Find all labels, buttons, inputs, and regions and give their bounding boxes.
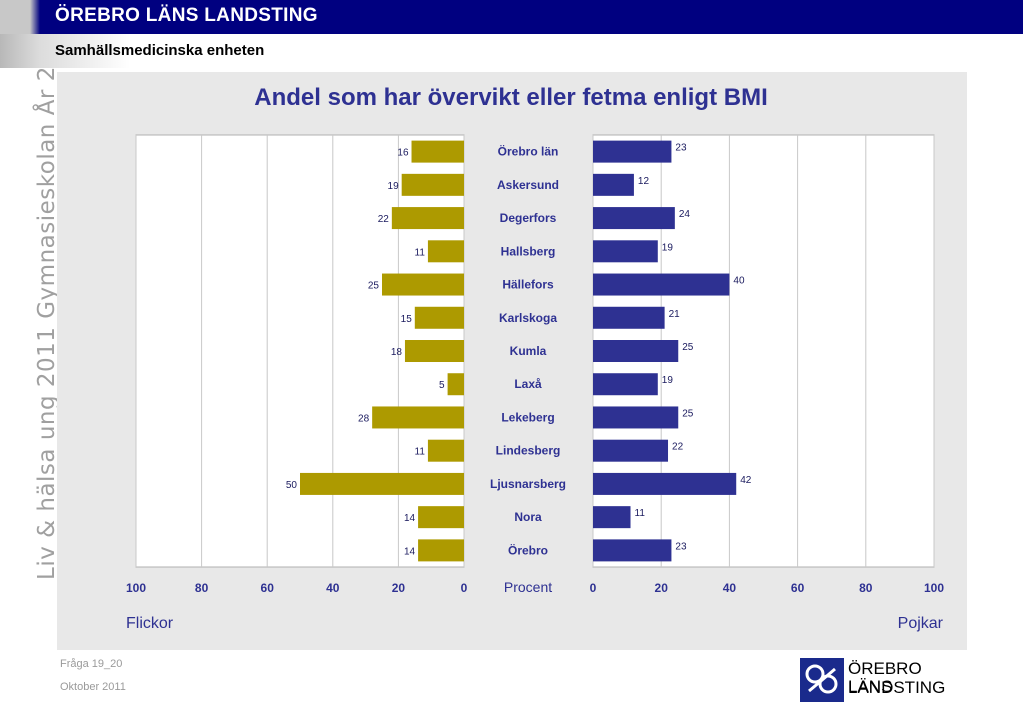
right-bar (593, 406, 679, 429)
left-bar (447, 373, 464, 396)
logo: ÖREBRO LÄNS LANDSTING (800, 658, 965, 702)
right-bar-label: 11 (635, 508, 646, 519)
right-bar-label: 19 (662, 375, 674, 386)
right-bar (593, 373, 658, 396)
left-bar (372, 406, 464, 429)
right-bar-label: 21 (669, 309, 681, 320)
category-label: Degerfors (500, 211, 557, 225)
right-bar (593, 273, 730, 296)
right-tick-label: 0 (590, 581, 597, 595)
left-bar-label: 16 (397, 148, 409, 159)
right-bar-label: 25 (682, 408, 694, 419)
left-bar-label: 25 (368, 281, 380, 292)
left-bar-label: 14 (404, 513, 416, 524)
left-tick-label: 40 (326, 581, 340, 595)
category-label: Askersund (497, 178, 559, 192)
footer-question: Fråga 19_20 (60, 658, 123, 670)
logo-mark (800, 658, 844, 702)
category-label: Laxå (514, 377, 542, 391)
left-bar (382, 273, 464, 296)
footer-date: Oktober 2011 (60, 681, 126, 693)
left-bar-label: 28 (358, 413, 370, 424)
right-tick-label: 100 (924, 581, 944, 595)
left-plot-area: 0 20 40 60 80 100 16 19 22 11 25 15 18 5 28 11 50 14 14 (126, 134, 468, 595)
right-bar-label: 25 (682, 342, 694, 353)
right-bar (593, 173, 634, 196)
right-bar (593, 207, 675, 230)
left-bar-label: 19 (388, 181, 400, 192)
logo-line2: LANDSTING (848, 678, 946, 697)
category-label: Lekeberg (501, 410, 554, 424)
right-bar (593, 140, 672, 163)
left-bar (391, 207, 464, 230)
category-label: Örebro (508, 542, 548, 557)
right-bar-label: 12 (638, 176, 650, 187)
legend-right-series: Pojkar (898, 615, 944, 632)
header-bar: ÖREBRO LÄNS LANDSTING (0, 0, 1023, 34)
subheader-bar: Samhällsmedicinska enheten (0, 34, 1023, 68)
category-labels: Örebro län Askersund Degerfors Hallsberg Häl… (490, 144, 566, 558)
right-plot-area: 0 20 40 60 80 100 23 12 24 19 40 21 25 19 25 22 42 11 23 (590, 134, 944, 595)
right-bar-label: 22 (672, 442, 684, 453)
left-bar (427, 439, 464, 462)
right-tick-label: 20 (655, 581, 669, 595)
left-tick-label: 0 (461, 581, 468, 595)
right-bar (593, 539, 672, 562)
right-bar-label: 23 (675, 143, 687, 154)
left-bar (404, 340, 464, 362)
left-tick-label: 80 (195, 581, 209, 595)
left-bar-label: 22 (378, 214, 390, 225)
right-bar-label: 40 (733, 276, 745, 287)
legend-left-series: Flickor (126, 615, 174, 632)
right-tick-label: 80 (859, 581, 873, 595)
left-bar (418, 506, 464, 529)
left-tick-label: 100 (126, 581, 146, 595)
category-label: Nora (514, 510, 542, 524)
category-label: Hallsberg (501, 244, 556, 258)
left-bar-label: 18 (391, 347, 403, 358)
right-bar (593, 340, 679, 362)
header-title: ÖREBRO LÄNS LANDSTING (55, 5, 318, 26)
category-label: Lindesberg (496, 444, 561, 458)
right-bar (593, 506, 631, 529)
category-label: Örebro län (498, 144, 559, 159)
center-axis-label: Procent (504, 579, 552, 595)
subheader-title: Samhällsmedicinska enheten (55, 42, 265, 59)
right-bar (593, 306, 665, 329)
left-tick-label: 60 (261, 581, 275, 595)
right-bar-label: 23 (675, 541, 687, 552)
right-bar (593, 240, 658, 263)
chart-title: Andel som har övervikt eller fetma enlig… (254, 84, 767, 111)
right-tick-label: 40 (723, 581, 737, 595)
left-bar-label: 11 (415, 247, 426, 258)
left-bar (401, 173, 464, 196)
right-bar-label: 42 (740, 475, 752, 486)
left-bar (427, 240, 464, 263)
right-bar-label: 19 (662, 242, 674, 253)
right-bar (593, 439, 669, 462)
left-bar-label: 5 (439, 380, 445, 391)
left-bar-label: 11 (415, 447, 426, 458)
right-bar-label: 24 (679, 209, 691, 220)
logo-line1: ÖREBRO LÄNS (848, 659, 922, 696)
left-bar-label: 14 (404, 546, 416, 557)
left-bar-label: 15 (401, 314, 413, 325)
left-bar-label: 50 (286, 480, 298, 491)
left-bar (300, 472, 464, 495)
category-label: Hällefors (502, 278, 554, 292)
category-label: Ljusnarsberg (490, 477, 566, 491)
right-bar (593, 472, 737, 495)
category-label: Kumla (510, 344, 547, 358)
left-tick-label: 20 (392, 581, 406, 595)
left-bar (411, 140, 464, 163)
right-tick-label: 60 (791, 581, 805, 595)
left-bar (414, 306, 464, 329)
left-bar (418, 539, 464, 562)
category-label: Karlskoga (499, 311, 557, 325)
